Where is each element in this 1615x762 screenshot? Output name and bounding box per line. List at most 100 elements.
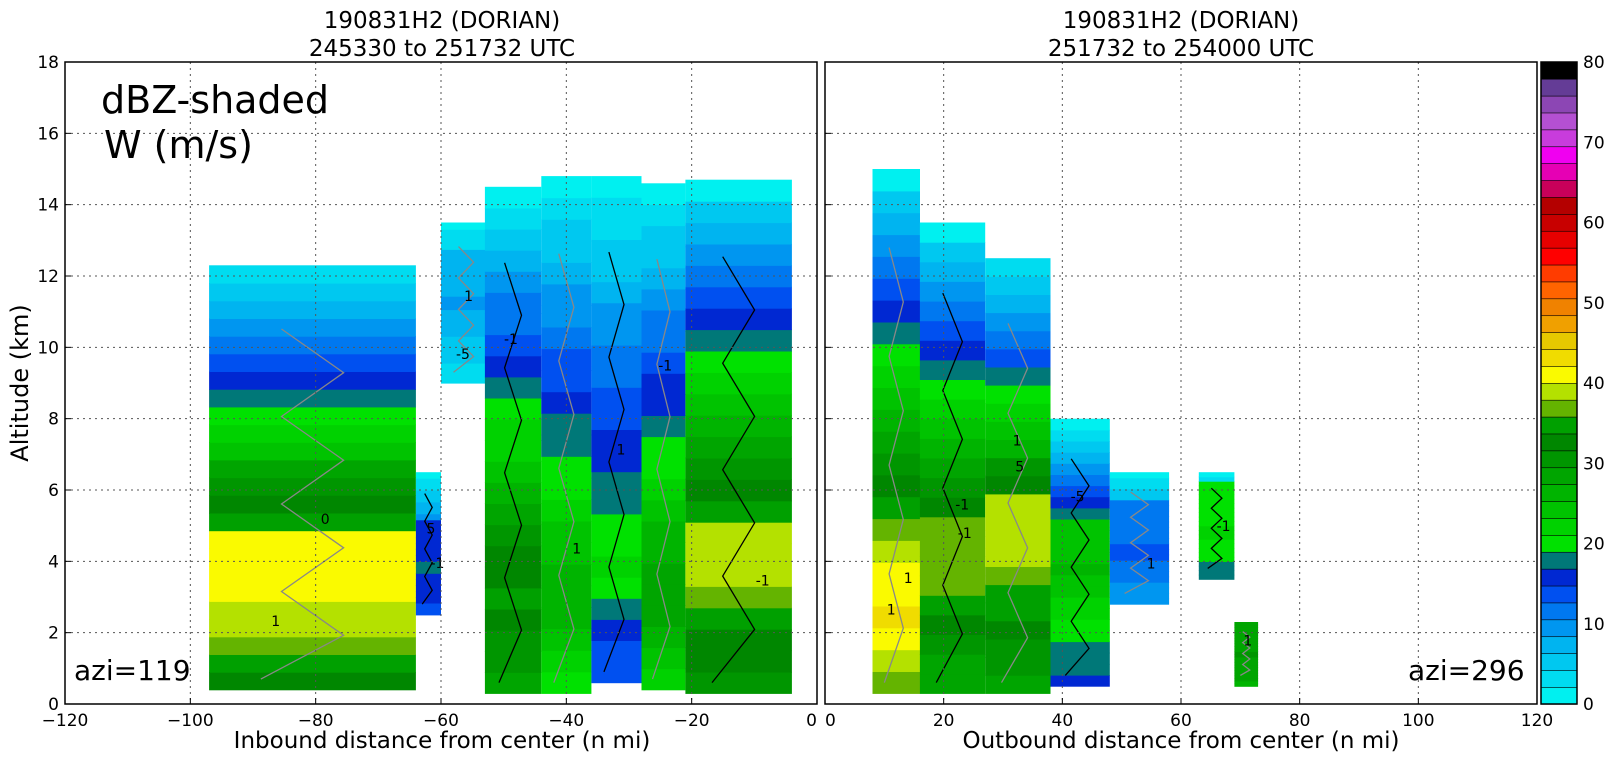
- left-title-line2: 245330 to 251732 UTC: [309, 36, 575, 62]
- colorbar-swatch: [1540, 551, 1578, 570]
- echo-cell: [591, 556, 642, 578]
- echo-cell: [641, 563, 686, 585]
- echo-cell: [415, 472, 441, 479]
- echo-cell: [985, 657, 1051, 676]
- echo-cell: [685, 372, 792, 395]
- echo-cell: [919, 222, 986, 243]
- right-panel: 190831H2 (DORIAN) 251732 to 254000 UTC 1…: [824, 8, 1553, 754]
- echo-cell: [441, 296, 492, 304]
- echo-cell: [209, 283, 416, 302]
- echo-cell: [541, 499, 592, 522]
- echo-column: [985, 258, 1051, 694]
- w-contour-line: [883, 247, 904, 683]
- echo-cell: [872, 387, 920, 410]
- echo-cell: [1050, 485, 1110, 498]
- x-tick-label: 60: [1170, 711, 1192, 731]
- y-tick-label: 18: [37, 53, 59, 73]
- echo-cell: [985, 475, 1051, 495]
- echo-cell: [1050, 641, 1110, 654]
- echo-cell: [1234, 640, 1259, 644]
- y-tick-label: 4: [48, 552, 59, 572]
- echo-cell: [1198, 570, 1235, 576]
- echo-cell: [685, 671, 792, 694]
- echo-cell: [591, 176, 642, 198]
- colorbar-swatch: [1540, 129, 1578, 148]
- w-contour-line: [1207, 487, 1223, 569]
- echo-cell: [919, 359, 986, 380]
- echo-cell: [541, 240, 592, 263]
- echo-cell: [209, 442, 416, 461]
- echo-cell: [484, 229, 542, 251]
- echo-column: [1198, 472, 1235, 580]
- echo-cell: [441, 229, 492, 237]
- echo-cell: [441, 322, 492, 331]
- echo-cell: [541, 305, 592, 328]
- echo-cell: [641, 267, 686, 290]
- colorbar-swatch: [1540, 163, 1578, 181]
- echo-cell: [1234, 683, 1259, 687]
- echo-column: [685, 179, 792, 694]
- echo-cell: [919, 301, 986, 322]
- echo-cell: [209, 672, 416, 691]
- echo-cell: [441, 289, 492, 297]
- echo-cell: [985, 602, 1051, 622]
- echo-cell: [591, 429, 642, 452]
- colorbar-swatch: [1540, 636, 1578, 654]
- w-contour-label: 1: [271, 614, 280, 630]
- echo-cell: [919, 575, 986, 596]
- echo-cell: [1234, 672, 1259, 677]
- echo-cell: [641, 331, 686, 353]
- echo-cell: [641, 584, 686, 606]
- echo-cell: [1050, 463, 1110, 475]
- w-contour-line: [260, 328, 345, 680]
- echo-column: [441, 222, 492, 384]
- echo-cell: [685, 286, 792, 309]
- echo-cell: [484, 672, 542, 694]
- echo-cell: [484, 587, 542, 610]
- echo-cell: [591, 534, 642, 557]
- echo-cell: [415, 484, 441, 491]
- echo-cell: [415, 561, 441, 568]
- colorbar-swatch: [1540, 517, 1578, 536]
- echo-cell: [441, 356, 492, 364]
- echo-cell: [1234, 651, 1259, 655]
- annotation-w: W (m/s): [104, 123, 253, 167]
- echo-cell: [415, 602, 441, 610]
- echo-cell: [591, 619, 642, 641]
- x-tick-label: 80: [1289, 711, 1311, 731]
- echo-cell: [415, 597, 441, 604]
- echo-cell: [1234, 635, 1259, 639]
- echo-cell: [415, 543, 441, 550]
- echo-cell: [919, 634, 986, 655]
- echo-cell: [1198, 472, 1235, 478]
- left-plot-area: 1 -1 1 -1 1 1 -1 -1 0 5 -5: [65, 62, 817, 704]
- echo-cell: [641, 542, 686, 564]
- echo-cell: [209, 512, 416, 532]
- echo-cell: [685, 564, 792, 587]
- echo-cell: [541, 607, 592, 630]
- echo-cell: [1198, 552, 1235, 558]
- echo-cell: [985, 421, 1051, 440]
- colorbar-swatch: [1540, 653, 1578, 671]
- echo-cell: [1109, 560, 1170, 567]
- echo-cell: [1198, 485, 1235, 491]
- echo-cell: [872, 409, 920, 432]
- echo-cell: [441, 269, 492, 277]
- w-contour-line: [935, 292, 964, 683]
- echo-cell: [985, 348, 1051, 368]
- w-contour-label: 5: [427, 522, 436, 538]
- left-y-ticks: 0 2 4 6 8 10 12 14 16 18: [37, 53, 71, 715]
- echo-cell: [591, 281, 642, 304]
- x-tick-label: −60: [423, 711, 459, 731]
- echo-cell: [641, 478, 686, 501]
- echo-cell: [1050, 507, 1110, 520]
- echo-cell: [985, 312, 1051, 332]
- echo-cell: [1109, 565, 1170, 572]
- echo-cell: [591, 387, 642, 409]
- echo-cell: [872, 453, 920, 476]
- echo-cell: [1109, 472, 1170, 479]
- echo-cell: [919, 261, 986, 282]
- echo-cell: [1050, 418, 1110, 431]
- echo-cell: [919, 497, 986, 518]
- echo-cell: [1109, 521, 1170, 528]
